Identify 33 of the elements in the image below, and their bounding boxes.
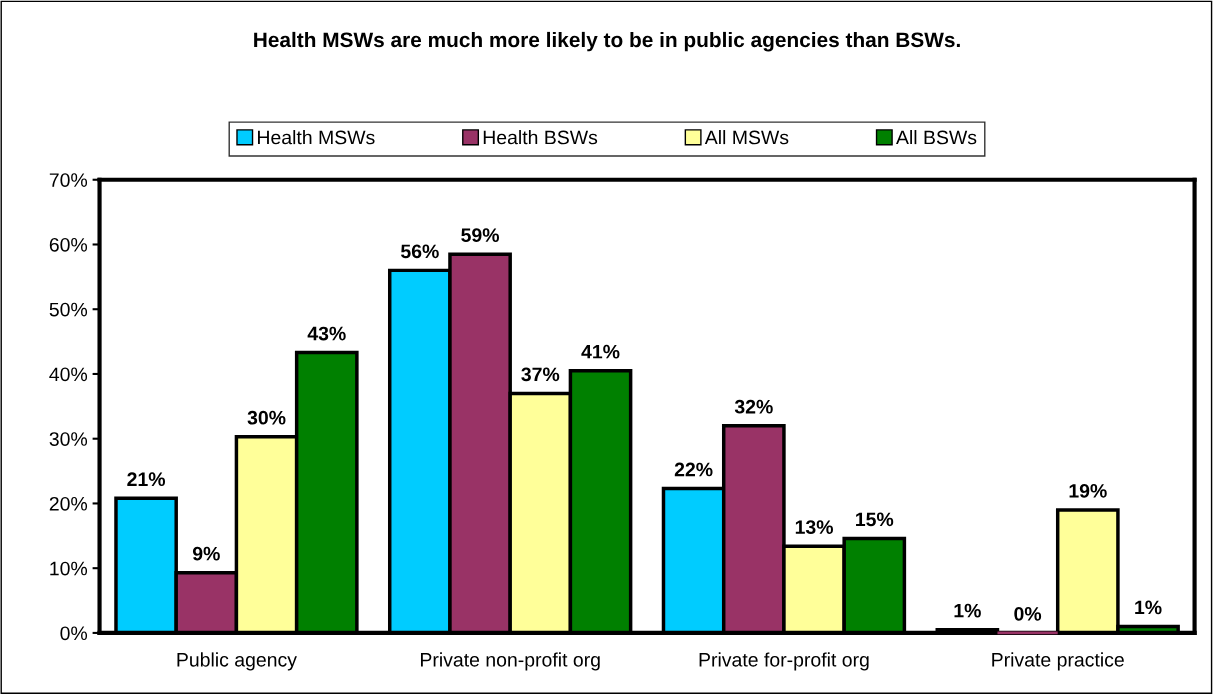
x-tick-label: Private for-profit org [699,652,869,671]
data-label: 32% [734,399,773,414]
data-label: 59% [461,228,500,243]
legend-label: All BSWs [896,130,977,145]
y-tick-label: 60% [49,237,88,252]
data-label: 30% [247,410,286,425]
y-tick-label: 10% [50,561,88,576]
data-label: 15% [856,512,894,527]
data-label: 1% [1135,600,1162,615]
x-tick-label: Public agency [177,652,297,671]
data-label: 13% [795,520,833,535]
legend-label: Health MSWs [258,130,375,145]
data-label: 9% [192,546,220,561]
y-tick-label: 40% [49,367,88,382]
y-tick-label: 0% [60,626,88,641]
data-label: 0% [1014,606,1042,621]
y-tick-label: 30% [49,432,88,446]
x-tick-label: Private non-profit org [421,652,600,671]
y-tick-label: 20% [49,496,88,511]
legend-label: All MSWs [704,130,789,145]
x-tick-label: Private practice [992,652,1124,671]
data-label: 22% [674,462,713,477]
y-tick-label: 50% [49,302,88,317]
chart-title: Health MSWs are much more likely to be in public agencies than BSWs. [254,31,960,52]
y-tick-label: 70% [49,173,88,187]
data-label: 37% [521,367,560,382]
data-label: 1% [954,603,981,618]
legend-label: Health BSWs [483,130,598,145]
data-label: 56% [400,244,439,259]
data-label: 21% [127,472,166,487]
data-label: 41% [581,344,620,359]
data-label: 19% [1069,483,1107,498]
data-label: 43% [307,326,346,341]
